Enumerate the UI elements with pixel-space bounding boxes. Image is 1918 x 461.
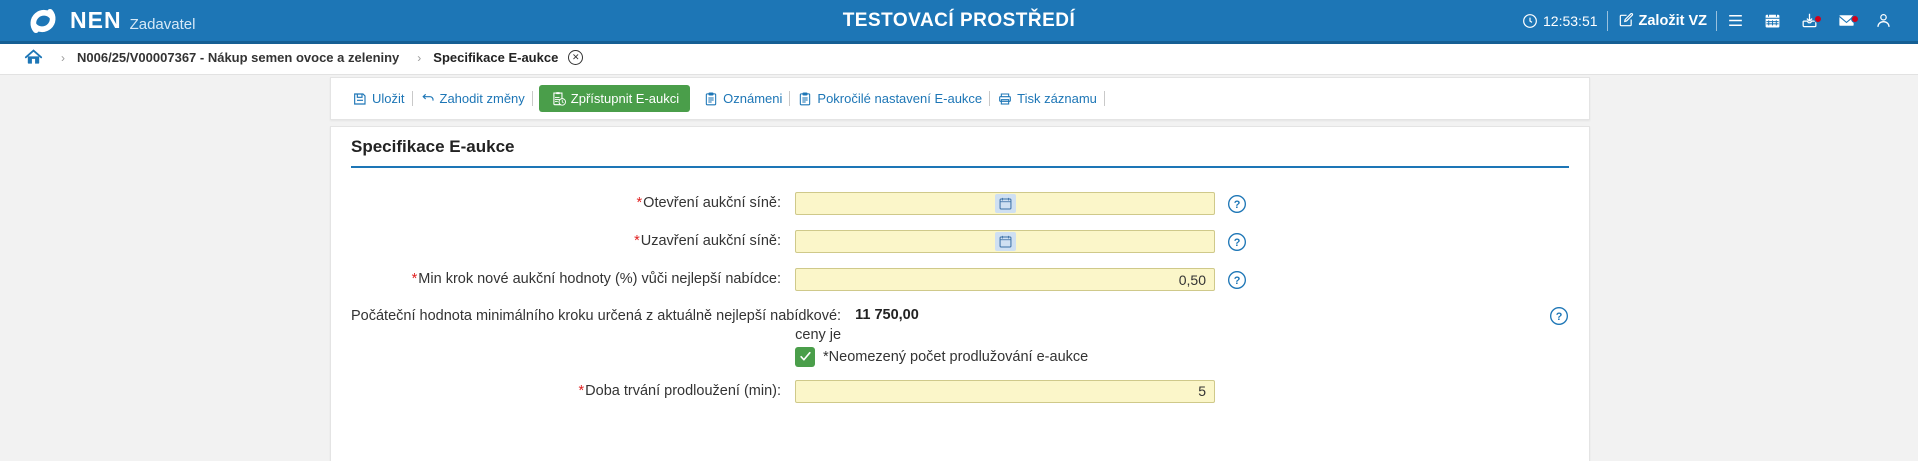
- svg-text:?: ?: [1234, 237, 1241, 249]
- svg-text:?: ?: [1556, 311, 1563, 323]
- svg-text:?: ?: [1234, 275, 1241, 287]
- svg-text:?: ?: [1234, 199, 1241, 211]
